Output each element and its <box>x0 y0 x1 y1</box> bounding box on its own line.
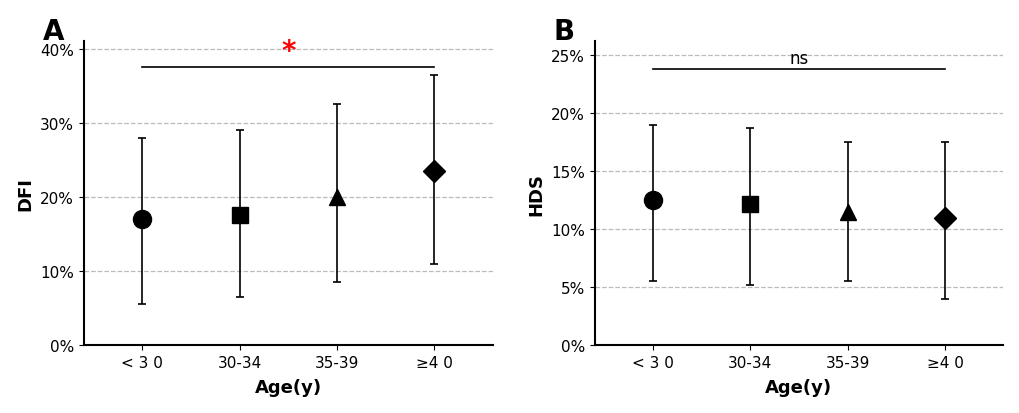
Text: A: A <box>43 18 64 46</box>
X-axis label: Age(y): Age(y) <box>764 378 832 396</box>
Y-axis label: DFI: DFI <box>16 177 35 211</box>
Y-axis label: HDS: HDS <box>527 172 545 215</box>
Text: ns: ns <box>789 50 808 68</box>
Text: *: * <box>281 38 296 66</box>
Text: B: B <box>553 18 575 46</box>
X-axis label: Age(y): Age(y) <box>255 378 322 396</box>
